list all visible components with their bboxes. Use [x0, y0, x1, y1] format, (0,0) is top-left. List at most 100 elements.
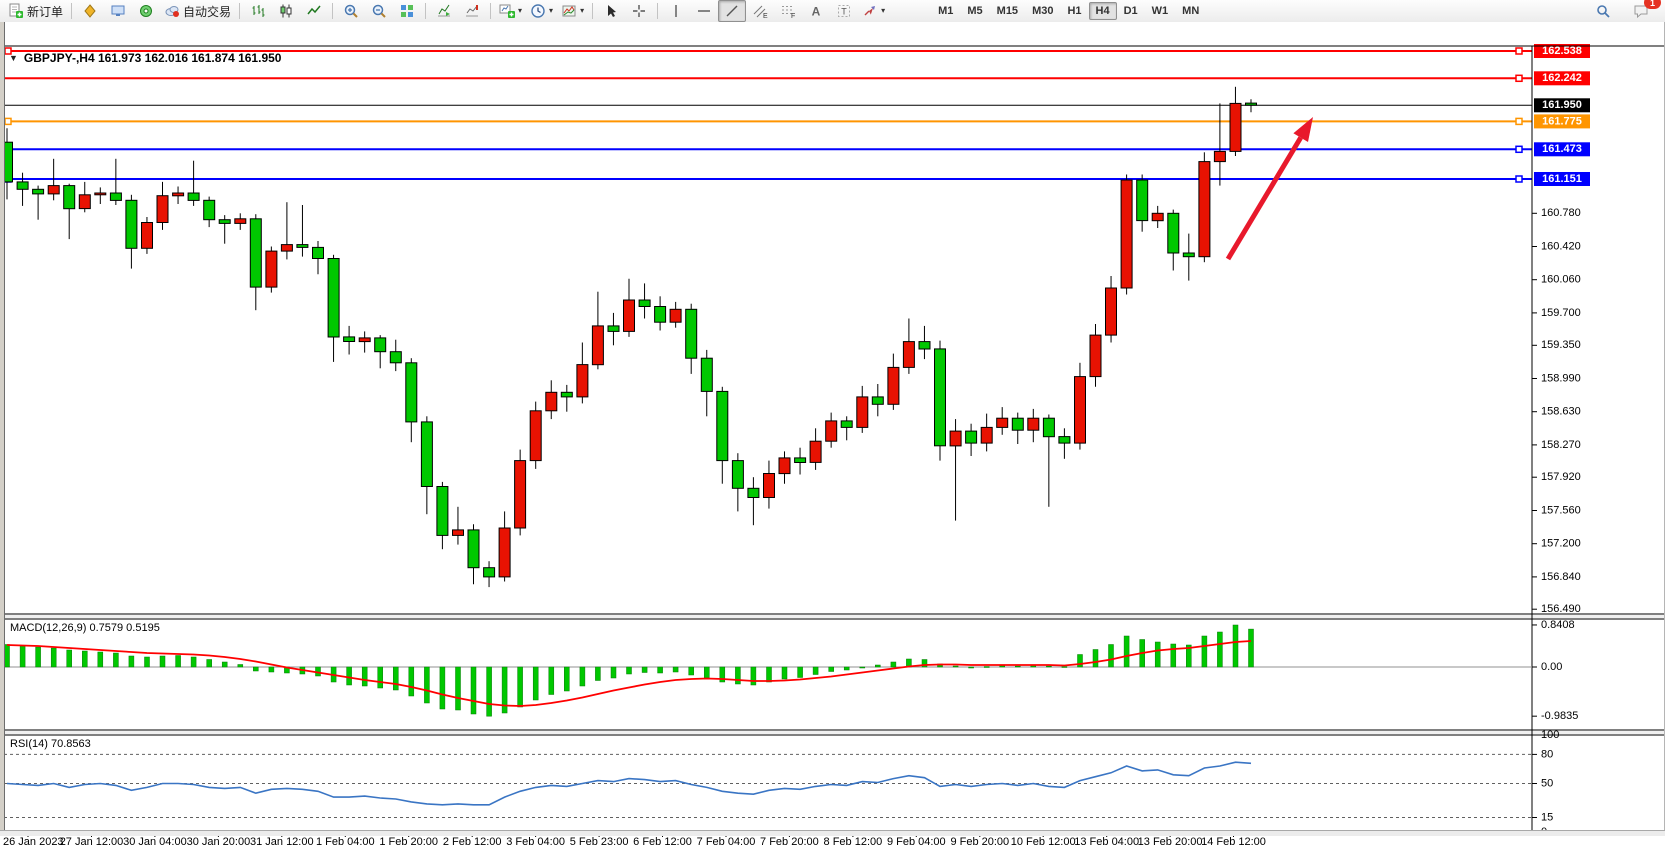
macd-histogram-bar: [626, 666, 632, 675]
svg-text:F: F: [791, 13, 795, 19]
timeframe-button-d1[interactable]: D1: [1123, 5, 1138, 17]
zoom-in-icon: [344, 4, 358, 18]
toolbar-separator: [592, 3, 594, 19]
trendline-button[interactable]: [718, 0, 747, 22]
svg-text:E: E: [763, 13, 768, 19]
cursor-button[interactable]: [597, 0, 625, 22]
line-chart-button[interactable]: [300, 0, 328, 22]
candle: [467, 524, 480, 585]
time-label: 10 Feb 12:00: [1011, 836, 1076, 848]
macd-histogram-bar: [1108, 644, 1114, 668]
trendline-icon: [726, 5, 738, 17]
macd-histogram-bar: [268, 666, 275, 673]
macd-histogram-bar: [408, 666, 415, 697]
toolbar: 新订单 自动交易 ▾ ▾ ▾ E F A T ▾ M1 M5 M15 M30 H1 H4 D1 W1 MN 1: [0, 0, 1665, 23]
timeframe-button-m1[interactable]: M1: [938, 5, 954, 17]
channel-button[interactable]: E: [746, 0, 774, 22]
time-label: 7 Feb 04:00: [697, 836, 756, 848]
zoom-in-button[interactable]: [337, 0, 365, 22]
candle: [1151, 205, 1164, 228]
timeframe-button-h1[interactable]: H1: [1067, 5, 1082, 17]
macd-histogram-bar: [1046, 665, 1052, 668]
time-label: 13 Feb 04:00: [1074, 836, 1139, 848]
macd-histogram-bar: [175, 655, 181, 668]
timeframe-button-w1[interactable]: W1: [1151, 5, 1169, 17]
label-button[interactable]: T: [830, 0, 858, 22]
timeframe-button-mn[interactable]: MN: [1182, 5, 1200, 17]
horizontal-line-button[interactable]: [690, 0, 718, 22]
tile-windows-button[interactable]: [393, 0, 421, 22]
macd-histogram-bar: [564, 666, 570, 692]
candlestick-chart-button[interactable]: [272, 0, 300, 22]
candle: [358, 331, 371, 353]
macd-histogram-bar: [50, 647, 57, 668]
candle: [1198, 152, 1211, 263]
trend-arrow[interactable]: [1225, 117, 1313, 261]
macd-histogram-bar: [4, 644, 10, 668]
pane-splitter[interactable]: [0, 729, 1665, 736]
resistance-line-upper-right-anchor[interactable]: [1515, 47, 1523, 55]
monitor-icon: [111, 5, 125, 16]
zoom-out-button[interactable]: [365, 0, 393, 22]
rsi-tick-label: 15: [1541, 811, 1553, 823]
new-chart-button[interactable]: ▾: [495, 0, 526, 22]
candle: [794, 447, 807, 475]
market-watch-button[interactable]: [104, 0, 132, 22]
macd-histogram-bar: [66, 649, 72, 668]
vertical-line-button[interactable]: [662, 0, 690, 22]
price-badge: 162.242: [1534, 71, 1590, 86]
timeframe-button-m5[interactable]: M5: [967, 5, 983, 17]
arrows-button[interactable]: ▾: [858, 0, 889, 22]
entry-level-line-right-anchor[interactable]: [1515, 117, 1523, 126]
notifications-button[interactable]: 1: [1627, 0, 1661, 22]
macd-histogram-bar: [439, 666, 446, 710]
fibo-icon: F: [782, 6, 795, 19]
resistance-line-upper-left-anchor[interactable]: [4, 47, 12, 55]
candle: [498, 511, 511, 582]
time-label: 30 Jan 20:00: [187, 836, 251, 848]
candle: [1011, 412, 1024, 444]
support-line-lower-right-anchor[interactable]: [1515, 175, 1523, 183]
signals-button[interactable]: [132, 0, 160, 22]
support-line-upper-right-anchor[interactable]: [1515, 145, 1523, 154]
timeframe-button-h4[interactable]: H4: [1088, 2, 1117, 20]
toolbar-right-group: 1: [1589, 0, 1661, 22]
crosshair-button[interactable]: [625, 0, 653, 22]
quotes-button[interactable]: [76, 0, 104, 22]
periods-button[interactable]: ▾: [526, 0, 557, 22]
macd-histogram-bar: [704, 666, 710, 679]
resistance-line-lower-right-anchor[interactable]: [1515, 74, 1523, 83]
timeframe-button-m15[interactable]: M15: [996, 5, 1019, 17]
time-label: 30 Jan 04:00: [123, 836, 187, 848]
chart-shift-button[interactable]: [430, 0, 458, 22]
timeframe-button-m30[interactable]: M30: [1032, 5, 1054, 17]
autotrade-button-label: 自动交易: [183, 4, 232, 19]
fibonacci-button[interactable]: F: [774, 0, 802, 22]
chart-canvas: 160.780 160.420 160.060 159.700 159.350 158.9…: [0, 44, 1665, 848]
time-label: 7 Feb 20:00: [760, 836, 819, 848]
plot-background: [4, 46, 1532, 833]
candle: [934, 340, 946, 461]
macd-histogram-bar: [657, 666, 663, 674]
bar-chart-button[interactable]: [244, 0, 272, 22]
chevron-down-icon[interactable]: ▼: [9, 53, 18, 63]
entry-level-line-left-anchor[interactable]: [4, 117, 12, 126]
text-button[interactable]: A: [802, 0, 830, 22]
templates-button[interactable]: ▾: [557, 0, 588, 22]
notification-badge: 1: [1644, 0, 1661, 9]
macd-histogram-bar: [890, 661, 897, 668]
time-label: 8 Feb 12:00: [824, 836, 883, 848]
macd-histogram-bar: [82, 650, 88, 668]
text-t-icon: T: [838, 5, 851, 17]
svg-text:161.473: 161.473: [1542, 143, 1582, 155]
auto-scroll-button[interactable]: [458, 0, 486, 22]
macd-histogram-bar: [983, 666, 990, 668]
candle: [965, 423, 978, 456]
new-order-button[interactable]: 新订单: [4, 0, 67, 22]
price-tick-label: 159.700: [1541, 307, 1581, 319]
search-button[interactable]: [1589, 0, 1617, 22]
candle: [141, 217, 153, 254]
macd-histogram-bar: [688, 666, 694, 676]
pane-splitter[interactable]: [0, 613, 1665, 620]
autotrade-button[interactable]: 自动交易: [160, 0, 235, 22]
